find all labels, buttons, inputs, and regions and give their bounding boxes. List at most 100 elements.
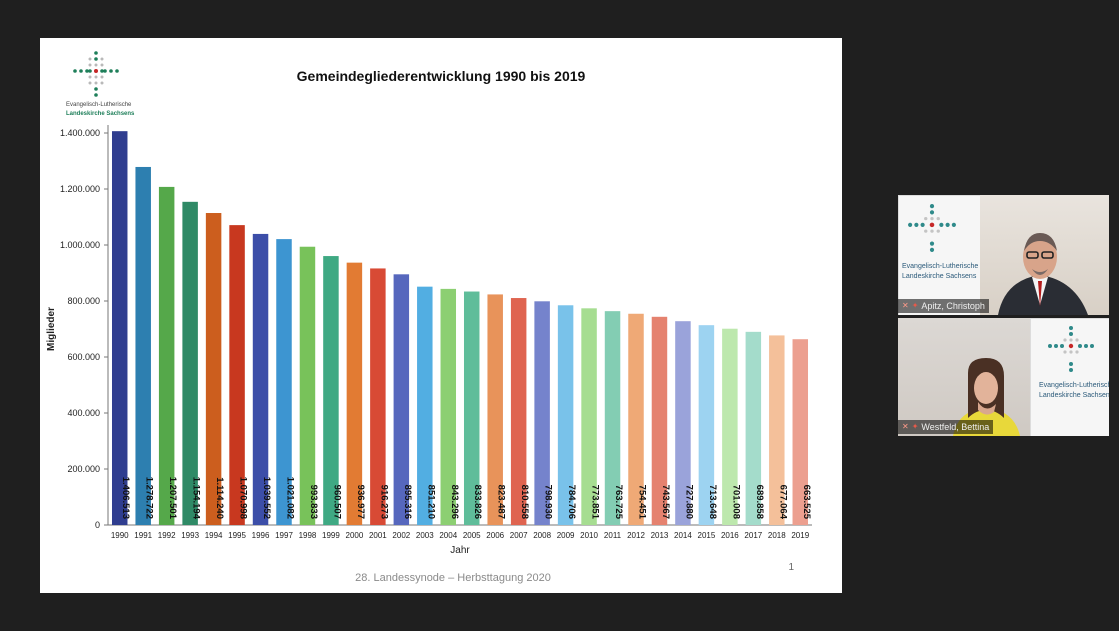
bar-value-label: 743.567 xyxy=(660,485,671,519)
participant-name-bar: ✕ ✦ Apitz, Christoph xyxy=(898,299,989,313)
cross-dots-icon xyxy=(908,204,956,252)
participant-tile-1[interactable]: Evangelisch-Lutherische Landeskirche Sac… xyxy=(898,195,1109,315)
church-banner: Evangelisch-Lutherische Landeskirche Sac… xyxy=(898,195,982,315)
participant-name-bar: ✕ ✦ Westfeld, Bettina xyxy=(898,420,994,434)
x-tick-label: 2018 xyxy=(768,531,786,540)
y-tick-label: 1.000.000 xyxy=(60,240,100,250)
x-tick-label: 1996 xyxy=(252,531,270,540)
bar-2019 xyxy=(792,339,809,525)
x-tick-label: 2009 xyxy=(557,531,575,540)
bar-2018 xyxy=(769,335,785,525)
mic-muted-icon: ✕ xyxy=(902,301,909,310)
bar-value-label: 754.451 xyxy=(637,485,648,520)
x-tick-label: 2013 xyxy=(651,531,669,540)
x-tick-label: 2005 xyxy=(463,531,481,540)
bar-2010 xyxy=(581,308,597,525)
bar-2003 xyxy=(417,286,433,525)
y-tick-label: 600.000 xyxy=(67,352,100,362)
bar-value-label: 1.114.240 xyxy=(214,477,225,519)
bar-1993 xyxy=(182,201,198,525)
bar-value-label: 763.725 xyxy=(613,485,624,520)
bar-2013 xyxy=(651,316,668,525)
bar-value-label: 823.487 xyxy=(496,485,507,519)
bar-1994 xyxy=(205,213,222,525)
bar-1998 xyxy=(299,246,316,526)
cross-dots-icon xyxy=(1048,326,1094,372)
x-axis-label: Jahr xyxy=(450,545,470,556)
slide-footer: 28. Landessynode – Herbsttagung 2020 xyxy=(355,572,551,584)
bar-value-label: 1.021.082 xyxy=(285,477,296,519)
bar-value-label: 993.833 xyxy=(308,485,319,519)
bar-2009 xyxy=(557,305,574,525)
x-tick-label: 2004 xyxy=(439,531,457,540)
bar-value-label: 1.039.552 xyxy=(261,477,272,519)
bar-2001 xyxy=(370,268,386,525)
y-tick-label: 1.200.000 xyxy=(60,184,100,194)
x-tick-label: 2015 xyxy=(698,531,716,540)
bar-value-label: 663.525 xyxy=(801,485,812,520)
y-tick-label: 1.400.000 xyxy=(60,128,100,138)
bar-2000 xyxy=(346,262,363,525)
banner-text-line1: Evangelisch-Lutherische xyxy=(1039,382,1109,389)
bar-2005 xyxy=(463,291,480,525)
x-tick-label: 2016 xyxy=(721,531,739,540)
participant-name: Westfeld, Bettina xyxy=(921,422,990,432)
x-tick-label: 1993 xyxy=(181,531,199,540)
participant-tile-2[interactable]: Evangelisch-Lutherische Landeskirche Sac… xyxy=(898,318,1109,436)
x-tick-label: 2002 xyxy=(392,531,410,540)
bar-value-label: 727.880 xyxy=(683,485,694,519)
bar-value-label: 960.507 xyxy=(331,485,342,519)
bar-2017 xyxy=(745,331,762,525)
church-logo: Evangelisch-Lutherische Landeskirche Sac… xyxy=(60,50,140,122)
pin-icon[interactable]: ✦ xyxy=(911,301,919,310)
bar-value-label: 1.278.722 xyxy=(144,477,155,519)
x-tick-label: 1997 xyxy=(275,531,293,540)
bar-1997 xyxy=(276,239,292,525)
banner-text-line2: Landeskirche Sachsens xyxy=(1039,392,1109,399)
bar-1995 xyxy=(229,225,245,526)
x-tick-label: 1994 xyxy=(205,531,223,540)
bar-chart: 0 200.000 400.000 600.000 800.000 1.000.000 1.… xyxy=(46,125,812,556)
bar-value-label: 936.977 xyxy=(355,485,366,519)
bar-value-label: 784.706 xyxy=(566,485,577,519)
participant-video-feed xyxy=(998,233,1088,315)
bar-value-label: 773.851 xyxy=(590,485,601,520)
page-number: 1 xyxy=(788,562,794,573)
y-tick-label: 0 xyxy=(95,520,100,530)
x-tick-label: 2000 xyxy=(346,531,364,540)
y-tick-label: 800.000 xyxy=(67,296,100,306)
slide-title: Gemeindegliederentwicklung 1990 bis 2019 xyxy=(296,68,586,84)
bar-value-label: 895.316 xyxy=(402,485,413,519)
x-tick-label: 2011 xyxy=(604,531,622,540)
pin-icon[interactable]: ✦ xyxy=(911,422,919,431)
mic-muted-icon: ✕ xyxy=(902,422,909,431)
x-tick-label: 2010 xyxy=(580,531,598,540)
bar-1991 xyxy=(135,166,151,526)
bar-value-label: 677.064 xyxy=(777,485,788,520)
bar-2012 xyxy=(628,313,644,525)
bar-value-label: 713.648 xyxy=(707,485,718,519)
x-tick-label: 1992 xyxy=(158,531,176,540)
x-tick-label: 2003 xyxy=(416,531,434,540)
bar-value-label: 798.930 xyxy=(543,485,554,519)
bar-2006 xyxy=(487,294,503,525)
bar-2002 xyxy=(393,274,410,525)
bar-2004 xyxy=(440,288,457,525)
bar-value-label: 1.406.513 xyxy=(120,477,131,519)
bar-2011 xyxy=(604,311,621,525)
bar-value-label: 810.558 xyxy=(519,485,530,519)
bar-value-label: 843.296 xyxy=(449,485,460,519)
bar-1996 xyxy=(252,233,269,525)
bar-value-label: 916.273 xyxy=(378,485,389,519)
x-tick-label: 1998 xyxy=(299,531,317,540)
participant-name: Apitz, Christoph xyxy=(921,301,985,311)
y-tick-label: 400.000 xyxy=(67,408,100,418)
x-tick-label: 1999 xyxy=(322,531,340,540)
y-tick-label: 200.000 xyxy=(67,464,100,474)
x-tick-label: 2006 xyxy=(486,531,504,540)
x-tick-label: 2012 xyxy=(627,531,645,540)
x-tick-label: 1990 xyxy=(111,531,129,540)
bar-2008 xyxy=(534,301,550,525)
x-tick-label: 2019 xyxy=(791,531,809,540)
x-tick-label: 2008 xyxy=(533,531,551,540)
